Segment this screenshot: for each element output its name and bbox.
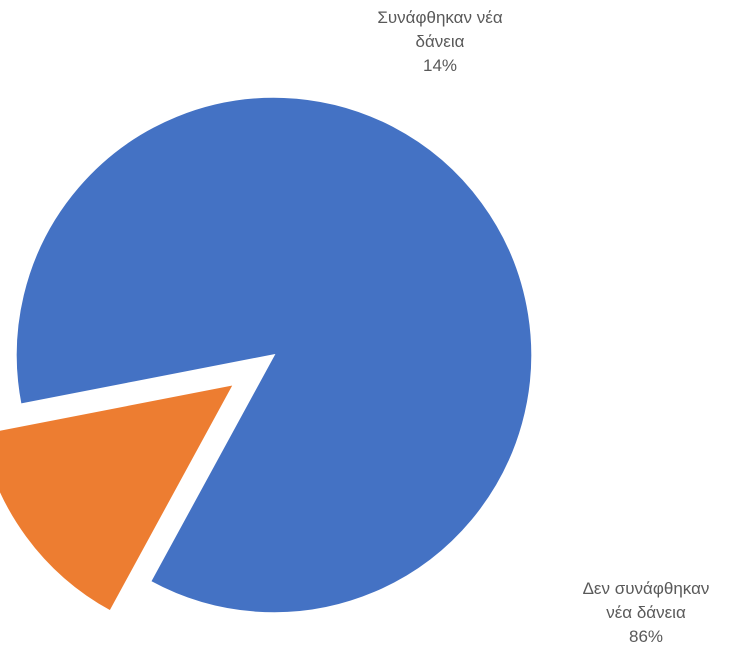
data-label-new-loans-line1: Συνάφθηκαν νέα — [377, 8, 503, 27]
data-label-new-loans-line2: δάνεια — [415, 32, 465, 51]
pie-slice-no-new-loans — [15, 96, 533, 614]
data-label-no-new-loans-value: 86% — [628, 627, 664, 646]
data-label-new-loans: Συνάφθηκαν νέα δάνεια 14% — [335, 6, 545, 78]
data-label-no-new-loans: Δεν συνάφθηκαν νέα δάνεια 86% — [556, 577, 736, 649]
data-label-new-loans-value: 14% — [422, 56, 458, 75]
data-label-no-new-loans-line2: νέα δάνεια — [606, 603, 686, 622]
pie-slice-new-loans — [0, 383, 236, 613]
data-label-no-new-loans-line1: Δεν συνάφθηκαν — [582, 579, 710, 598]
